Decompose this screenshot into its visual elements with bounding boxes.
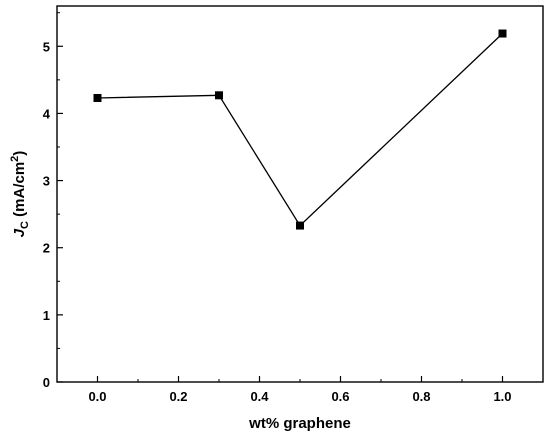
y-axis-label-subscript: C <box>19 221 31 229</box>
y-tick-label: 1 <box>43 308 50 323</box>
x-tick-label: 0.8 <box>412 389 430 404</box>
y-axis-label: JC (mA/cm2) <box>9 151 31 238</box>
data-point-marker <box>93 93 102 102</box>
x-tick-label: 0.6 <box>331 389 349 404</box>
x-axis-ticks: 0.0 0.2 0.4 0.6 0.8 1.0 <box>88 376 512 404</box>
series-line <box>97 33 503 227</box>
data-point-marker <box>296 221 304 230</box>
y-tick-label: 4 <box>43 106 51 121</box>
data-point-marker <box>498 29 507 38</box>
x-tick-label: 1.0 <box>493 389 511 404</box>
y-tick-label: 0 <box>43 375 50 390</box>
y-axis-label-unit-exponent: 2 <box>9 156 21 162</box>
y-axis-label-unit: (mA/cm <box>11 162 28 221</box>
y-tick-label: 5 <box>43 39 50 54</box>
plot-frame <box>56 5 544 383</box>
y-tick-label: 2 <box>43 241 50 256</box>
y-axis-ticks: 0 1 2 3 4 5 <box>43 12 63 390</box>
y-tick-label: 3 <box>43 174 50 189</box>
series-group <box>93 29 507 230</box>
y-axis-label-symbol: J <box>11 228 28 237</box>
x-axis-label: wt% graphene <box>248 415 351 432</box>
x-tick-label: 0.4 <box>250 389 269 404</box>
data-point-marker <box>215 91 223 100</box>
y-axis-label-unit-close: ) <box>11 151 28 156</box>
x-tick-label: 0.2 <box>169 389 187 404</box>
x-tick-label: 0.0 <box>88 389 106 404</box>
